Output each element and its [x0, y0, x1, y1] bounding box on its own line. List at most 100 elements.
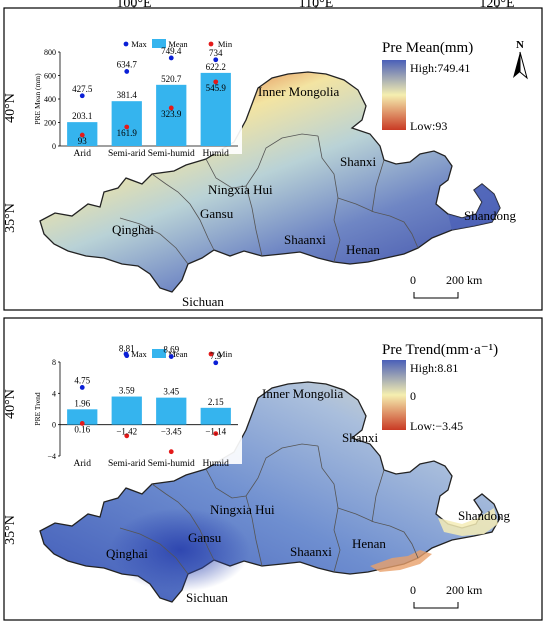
min-value-label: 161.9: [117, 128, 138, 138]
y-axis-label: PRE Trend: [33, 392, 42, 425]
mean-value-label: 2.15: [208, 397, 224, 407]
category-label: Arid: [74, 459, 92, 469]
category-label: Humid: [203, 149, 230, 159]
min-value-label: 93: [78, 136, 88, 146]
mean-bar: [156, 84, 187, 146]
region-label: Ningxia Hui: [210, 502, 275, 517]
min-point: [168, 105, 174, 111]
province-boundary: [119, 527, 189, 575]
pre-mean-panel: 100°E 110°E 120°E 40°N 35°N Inner Mongolia Nin…: [3, 0, 543, 311]
region-label: Shanxi: [342, 430, 379, 445]
min-value-label: 0.16: [74, 424, 90, 434]
category-label: Semi-humid: [148, 149, 195, 159]
scale-bar: 0 200 km: [410, 583, 483, 609]
y-tick-label: 200: [44, 119, 56, 128]
max-point: [168, 55, 174, 61]
region-label: Henan: [346, 242, 380, 257]
min-value-label: −3.45: [161, 427, 182, 437]
province-boundary: [151, 173, 215, 251]
region-label: Shaanxi: [284, 232, 326, 247]
legend-min-label: Min: [218, 39, 233, 49]
mean-value-label: 203.1: [72, 111, 92, 121]
region-label: Sichuan: [186, 590, 228, 605]
max-point: [124, 69, 130, 74]
max-point: [213, 360, 219, 366]
min-point: [79, 132, 85, 138]
region-label: Qinghai: [112, 222, 154, 237]
region-label: Shandong: [458, 508, 511, 523]
north-arrow-icon: [513, 52, 520, 78]
region-label: Gansu: [188, 530, 222, 545]
min-value-label: −1.14: [205, 427, 226, 437]
inset-bar-chart: 0 200 400 600 800 PRE Mean (mm) Max Mean Min 203.…: [28, 36, 242, 159]
max-point: [79, 385, 85, 390]
latitude-label: 35°N: [3, 515, 18, 545]
scale-end: 200 km: [446, 583, 483, 597]
region-label: Gansu: [200, 206, 234, 221]
min-point: [213, 431, 219, 436]
scale-start: 0: [410, 273, 416, 287]
y-tick-label: 4: [52, 389, 56, 398]
mean-bar: [200, 407, 231, 425]
longitude-label: 120°E: [479, 0, 514, 11]
scale-bar: 0 200 km: [410, 273, 483, 299]
region-label: Shaanxi: [290, 544, 332, 559]
trend-hotspot: [110, 508, 250, 592]
province-boundary: [205, 133, 319, 189]
region-label: Shanxi: [340, 154, 377, 169]
category-label: Arid: [74, 149, 92, 159]
region-label: Shandong: [464, 208, 517, 223]
y-axis-label: PRE Mean (mm): [33, 73, 42, 125]
legend-zero: 0: [410, 389, 416, 403]
category-label: Semi-arid: [108, 459, 146, 469]
max-point: [168, 354, 174, 359]
category-label: Semi-arid: [108, 149, 146, 159]
legend-high: High:8.81: [410, 361, 458, 375]
mean-value-label: 3.59: [119, 386, 135, 396]
latitude-label: 40°N: [3, 93, 18, 123]
legend-mean-label: Mean: [168, 39, 188, 49]
mean-value-label: 1.96: [74, 398, 90, 408]
map-legend: Pre Trend(mm·a⁻¹) High:8.81 Low:−3.45 0: [382, 342, 498, 433]
region-label: Inner Mongolia: [258, 84, 339, 99]
mean-bar: [200, 72, 231, 146]
province-boundary: [151, 483, 215, 561]
y-tick-label: 0: [52, 142, 56, 151]
basin-map: Inner Mongolia Ningxia Hui Shanxi Gansu Qing…: [28, 36, 528, 309]
province-boundary: [371, 159, 385, 213]
scale-end: 200 km: [446, 273, 483, 287]
min-point: [168, 449, 174, 455]
y-tick-label: 600: [44, 72, 56, 81]
legend-low: Low:93: [410, 119, 447, 133]
province-boundary: [205, 443, 319, 499]
min-point: [124, 124, 130, 130]
province-boundary: [337, 507, 419, 559]
north-arrow: N: [513, 39, 528, 80]
legend-min-marker: [208, 351, 214, 357]
y-tick-label: −4: [47, 452, 56, 461]
legend-min-marker: [208, 41, 214, 47]
pre-trend-panel: 40°N 35°N Inner Mongolia Ningxia Hui Shanxi G…: [3, 317, 543, 621]
region-label: Inner Mongolia: [262, 386, 343, 401]
max-value-label: 634.7: [117, 59, 138, 69]
scale-start: 0: [410, 583, 416, 597]
max-value-label: 8.81: [119, 344, 135, 354]
longitude-label: 110°E: [299, 0, 334, 11]
region-label: Henan: [352, 536, 386, 551]
min-point: [213, 79, 219, 85]
inset-bar-chart: −4 0 4 8 PRE Trend Max Mean Min 1.96 4.75 0.16 Arid…: [28, 344, 242, 469]
mean-value-label: 622.2: [206, 62, 226, 72]
legend-color-ramp: [382, 360, 406, 430]
north-arrow-label: N: [516, 39, 524, 51]
mean-value-label: 520.7: [161, 74, 182, 84]
basin-map: Inner Mongolia Ningxia Hui Shanxi Gansu Qing…: [28, 342, 511, 609]
min-point: [124, 433, 130, 439]
legend-title: Pre Trend(mm·a⁻¹): [382, 342, 498, 358]
category-label: Humid: [203, 459, 230, 469]
category-label: Semi-humid: [148, 459, 195, 469]
legend-color-ramp: [382, 60, 406, 130]
y-tick-label: 8: [52, 358, 56, 367]
legend-mean-marker: [152, 349, 166, 358]
legend-min-label: Min: [218, 349, 233, 359]
